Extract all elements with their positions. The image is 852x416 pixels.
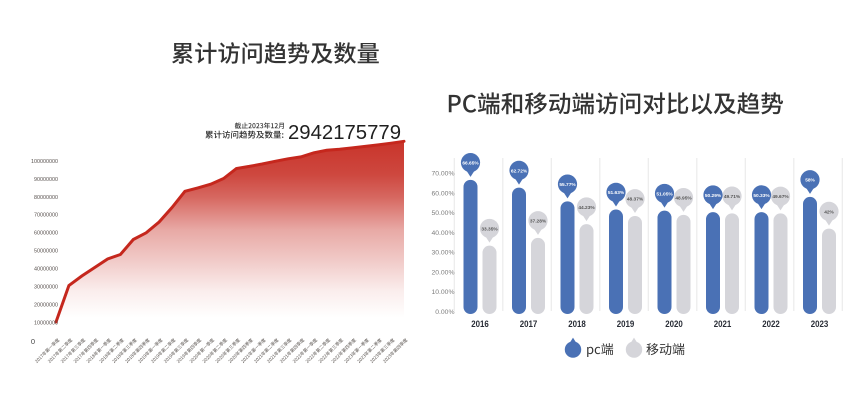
svg-text:2017: 2017 <box>520 319 538 329</box>
svg-text:100000000: 100000000 <box>31 159 58 165</box>
svg-text:2023: 2023 <box>811 319 829 329</box>
svg-text:2942175779: 2942175779 <box>288 121 401 144</box>
svg-text:2016: 2016 <box>471 319 489 329</box>
svg-text:48.37%: 48.37% <box>627 197 644 203</box>
svg-text:48.95%: 48.95% <box>675 196 692 202</box>
svg-text:0: 0 <box>31 337 35 346</box>
svg-text:51.63%: 51.63% <box>608 190 625 196</box>
svg-text:33.35%: 33.35% <box>481 226 498 232</box>
svg-text:2020: 2020 <box>665 319 683 329</box>
svg-text:42%: 42% <box>824 209 834 215</box>
svg-text:30.00%: 30.00% <box>431 250 454 257</box>
svg-text:70.00%: 70.00% <box>431 171 454 178</box>
svg-text:50.29%: 50.29% <box>705 193 722 199</box>
svg-text:58%: 58% <box>805 178 815 184</box>
svg-text:49.71%: 49.71% <box>724 194 741 200</box>
svg-text:20.00%: 20.00% <box>431 270 454 277</box>
svg-text:50000000: 50000000 <box>34 249 58 255</box>
svg-text:0.00%: 0.00% <box>435 309 454 316</box>
svg-text:50.33%: 50.33% <box>753 193 770 199</box>
svg-text:44.23%: 44.23% <box>578 205 595 211</box>
svg-text:66.65%: 66.65% <box>462 161 479 167</box>
svg-text:2019: 2019 <box>617 319 635 329</box>
svg-text:30000000: 30000000 <box>34 284 58 290</box>
svg-text:62.72%: 62.72% <box>511 168 528 174</box>
svg-text:40000000: 40000000 <box>34 267 58 273</box>
svg-text:37.28%: 37.28% <box>530 219 547 225</box>
svg-text:20000000: 20000000 <box>34 302 58 308</box>
svg-text:2021: 2021 <box>714 319 732 329</box>
svg-text:50.00%: 50.00% <box>431 210 454 217</box>
svg-text:51.05%: 51.05% <box>656 191 673 197</box>
svg-text:90000000: 90000000 <box>34 177 58 183</box>
svg-text:40.00%: 40.00% <box>431 230 454 237</box>
svg-text:49.67%: 49.67% <box>772 194 789 200</box>
svg-text:80000000: 80000000 <box>34 195 58 201</box>
svg-text:60000000: 60000000 <box>34 231 58 237</box>
svg-text:10.00%: 10.00% <box>431 289 454 296</box>
svg-text:10000000: 10000000 <box>34 320 58 326</box>
svg-text:55.77%: 55.77% <box>559 182 576 188</box>
svg-text:60.00%: 60.00% <box>431 190 454 197</box>
svg-text:2018: 2018 <box>568 319 586 329</box>
svg-text:2022: 2022 <box>762 319 780 329</box>
svg-text:70000000: 70000000 <box>34 213 58 219</box>
